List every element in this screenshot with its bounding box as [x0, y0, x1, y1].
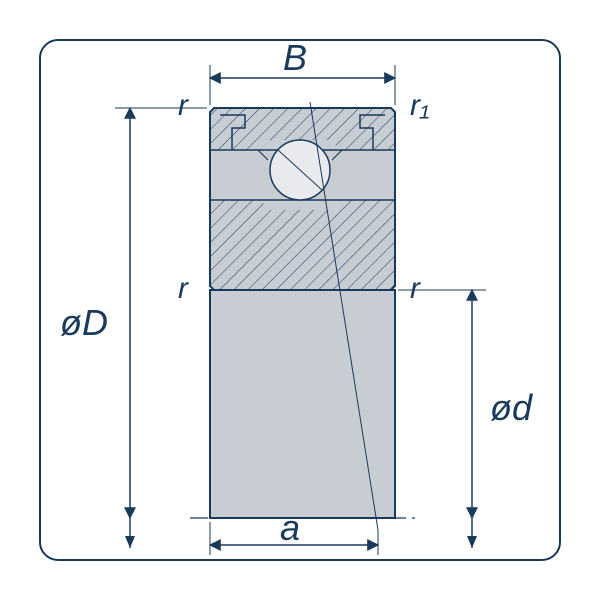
label-B: B	[283, 37, 307, 78]
shaft-block	[210, 290, 395, 518]
label-r-mid-left: r	[178, 272, 189, 305]
dimension-d: ød	[398, 290, 533, 548]
label-a: a	[280, 507, 300, 548]
label-r1-top-right: r₁	[410, 89, 429, 122]
bearing-section	[210, 108, 395, 290]
dimension-B: B	[210, 37, 395, 105]
label-r-mid-right: r	[410, 272, 421, 305]
label-d: ød	[490, 387, 533, 428]
dimension-D: øD	[60, 108, 207, 548]
label-D: øD	[60, 302, 108, 343]
label-r-top-left: r	[178, 89, 189, 122]
bearing-cross-section-diagram: B r r₁ r r øD ød a	[0, 0, 600, 600]
